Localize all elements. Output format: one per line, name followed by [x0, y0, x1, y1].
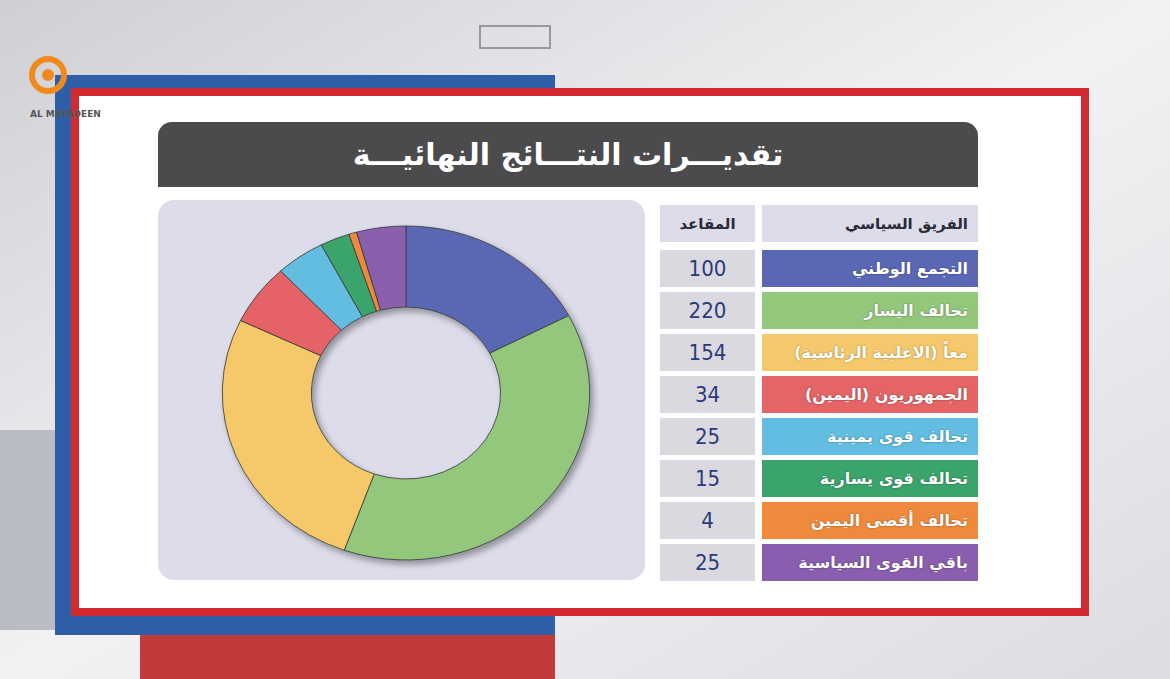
- title: تقديـــرات النتـــائج النهائيـــة: [158, 122, 978, 187]
- party-label: الجمهوريون (اليمين): [762, 376, 978, 413]
- seat-count: 4: [660, 502, 755, 539]
- logo-dot: [42, 69, 54, 81]
- red-frame: [75, 92, 1085, 612]
- slice: [357, 226, 406, 310]
- party-label: التجمع الوطني: [762, 250, 978, 287]
- donut: [222, 226, 589, 560]
- party-label: تحالف أقصى اليمين: [762, 502, 978, 539]
- background: AL MAYADEEN: [0, 0, 1170, 679]
- logo: [32, 59, 64, 91]
- donut-panel: [158, 200, 645, 580]
- seat-count: 100: [660, 250, 755, 287]
- seat-count: 220: [660, 292, 755, 329]
- column-head: الفريق السياسي: [762, 205, 978, 242]
- party-label: باقي القوى السياسية: [762, 544, 978, 581]
- party-label: تحالف قوى يسارية: [762, 460, 978, 497]
- seat-count: 34: [660, 376, 755, 413]
- slice: [222, 320, 374, 550]
- slice: [344, 316, 589, 560]
- backdrop: [0, 0, 1170, 679]
- seat-count: 154: [660, 334, 755, 371]
- seat-count: 25: [660, 418, 755, 455]
- seat-count: 25: [660, 544, 755, 581]
- party-label: معاً (الاغلبية الرئاسية): [762, 334, 978, 371]
- party-label: تحالف قوى يمينية: [762, 418, 978, 455]
- party-label: تحالف اليسار: [762, 292, 978, 329]
- backdrop-frame: [480, 26, 550, 48]
- seat-count: 15: [660, 460, 755, 497]
- watermark: AL MAYADEEN: [30, 109, 101, 119]
- column-head: المقاعد: [660, 205, 755, 242]
